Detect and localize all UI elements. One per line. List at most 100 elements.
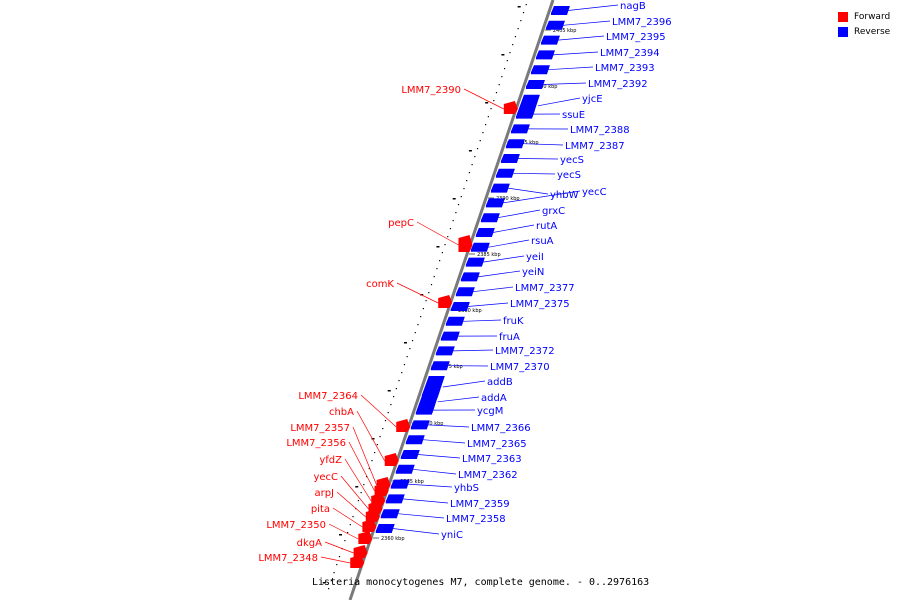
forward-gene-arrow: [353, 545, 368, 558]
gc-dash: [468, 150, 472, 152]
reverse-gene-leader: [467, 302, 509, 307]
forward-gene-arrow: [365, 509, 380, 522]
gc-dot: [498, 84, 500, 86]
reverse-gene-leader: [407, 483, 453, 488]
forward-gene-label: LMM7_2356: [286, 438, 346, 449]
reverse-gene-arrow: [415, 405, 435, 415]
gc-dot: [436, 268, 438, 270]
gc-dot: [425, 300, 427, 302]
gc-dot: [352, 516, 354, 518]
reverse-gene-arrow: [470, 242, 490, 252]
legend-reverse-label: Reverse: [854, 26, 891, 37]
reverse-gene-arrow: [435, 346, 455, 356]
gc-dot: [520, 20, 522, 22]
reverse-gene-label: addA: [481, 393, 507, 404]
gc-dot: [460, 196, 462, 198]
reverse-gene-leader: [507, 187, 549, 195]
forward-gene-arrow: [438, 295, 453, 308]
forward-gene-leader: [324, 541, 354, 554]
gc-dot: [409, 348, 411, 350]
reverse-gene-arrow: [540, 35, 560, 45]
reverse-gene-leader: [562, 20, 611, 26]
reverse-gene-label: LMM7_2366: [471, 423, 531, 434]
reverse-gene-arrow: [495, 168, 515, 178]
gc-skew-dots: [322, 4, 527, 590]
reverse-gene-arrow: [460, 272, 480, 282]
gc-dash: [387, 390, 391, 392]
gc-dot: [517, 28, 519, 30]
tick-label: 2365 kbp: [400, 479, 424, 485]
reverse-gene-label: yeiI: [526, 252, 544, 263]
gc-dash: [355, 486, 359, 488]
forward-gene-leader: [344, 458, 372, 502]
gc-dot: [363, 484, 365, 486]
gc-dot: [487, 116, 489, 118]
forward-gene-label: chbA: [329, 407, 354, 418]
reverse-gene-leader: [557, 35, 605, 41]
gc-dot: [433, 276, 435, 278]
tick-label: 2400 kbp: [534, 84, 558, 90]
reverse-gene-leader: [487, 239, 530, 248]
gc-dot: [368, 468, 370, 470]
reverse-gene-leader: [542, 82, 587, 85]
reverse-gene-label: LMM7_2377: [515, 283, 575, 294]
gc-dot: [430, 284, 433, 286]
reverse-gene-label: ssuE: [562, 110, 585, 121]
gc-dot: [476, 148, 479, 150]
gc-dot: [401, 372, 403, 374]
reverse-gene-label: yjcE: [582, 94, 603, 105]
gc-dot: [525, 4, 527, 6]
gc-dot: [428, 292, 430, 294]
gc-dot: [387, 412, 389, 414]
gc-dot: [482, 132, 484, 134]
reverse-gene-arrow: [525, 80, 545, 89]
forward-gene-leader: [416, 221, 459, 246]
gc-dot: [374, 452, 376, 454]
gc-dot: [441, 252, 443, 254]
reverse-gene-arrow: [440, 331, 460, 341]
reverse-gene-arrow: [400, 450, 420, 459]
reverse-gene-arrow: [390, 479, 410, 489]
reverse-gene-label: LMM7_2359: [450, 499, 510, 510]
forward-gene-arrow: [362, 519, 377, 532]
reverse-gene-leader: [392, 528, 440, 535]
gc-dot: [384, 420, 387, 422]
reverse-gene-leader: [427, 424, 470, 428]
gc-dot: [509, 52, 511, 54]
forward-gene-leader: [348, 441, 375, 492]
reverse-gene-leader: [397, 513, 445, 519]
gc-dot: [479, 140, 481, 142]
reverse-gene-leader: [412, 468, 457, 475]
reverse-gene-arrow: [500, 154, 520, 163]
gc-dot: [493, 100, 495, 102]
reverse-gene-label: LMM7_2370: [490, 362, 550, 373]
reverse-gene-label: LMM7_2375: [510, 299, 570, 310]
gc-dot: [333, 572, 335, 574]
forward-gene-leader: [336, 491, 367, 518]
forward-gene-label: pepC: [388, 218, 414, 229]
gc-dot: [344, 540, 346, 542]
gc-dot: [474, 156, 476, 158]
reverse-gene-arrow: [490, 183, 510, 193]
gc-dot: [349, 524, 351, 526]
forward-gene-label: yfdZ: [319, 455, 342, 466]
reverse-gene-leader: [402, 498, 449, 504]
reverse-gene-label: yhbS: [454, 483, 479, 494]
forward-gene-arrow: [503, 101, 518, 114]
reverse-gene-leader: [492, 224, 535, 233]
gc-dot: [338, 556, 341, 558]
gc-dash: [452, 198, 456, 200]
gc-dot: [417, 324, 419, 326]
legend: Forward Reverse: [838, 9, 890, 39]
reverse-gene-leader: [442, 380, 486, 388]
reverse-gene-label: LMM7_2388: [570, 125, 630, 136]
reverse-gene-label: LMM7_2395: [606, 32, 666, 43]
tick-label: 2370 kbp: [420, 421, 444, 427]
reverse-gene-leader: [567, 4, 619, 11]
reverse-gene-arrow: [455, 287, 475, 297]
reverse-gene-leader: [462, 319, 502, 322]
gc-dash: [501, 54, 505, 56]
forward-gene-leader: [463, 88, 504, 110]
reverse-gene-leader: [417, 454, 461, 459]
